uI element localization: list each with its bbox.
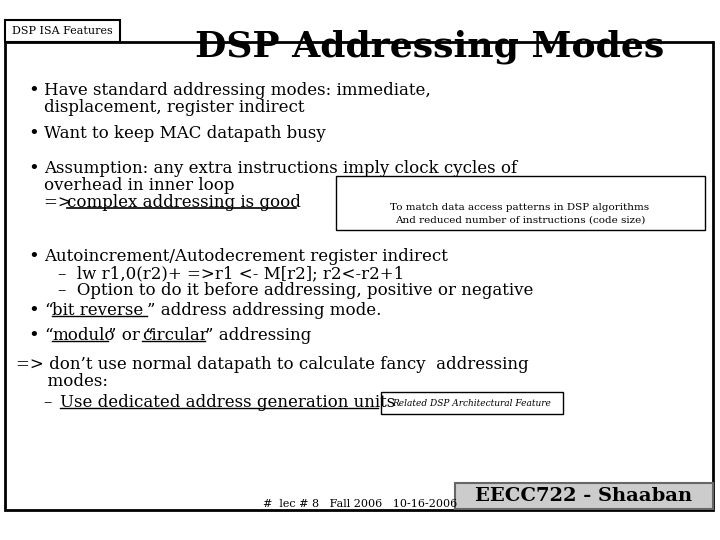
- Text: “: “: [44, 327, 53, 344]
- FancyBboxPatch shape: [455, 483, 713, 509]
- Text: DSP Addressing Modes: DSP Addressing Modes: [195, 30, 665, 64]
- Text: displacement, register indirect: displacement, register indirect: [44, 99, 305, 116]
- Text: bit reverse: bit reverse: [52, 302, 143, 319]
- Text: “: “: [44, 302, 53, 319]
- Text: •: •: [28, 82, 39, 100]
- Text: Want to keep MAC datapath busy: Want to keep MAC datapath busy: [44, 125, 325, 142]
- Text: •: •: [28, 327, 39, 345]
- Text: Assumption: any extra instructions imply clock cycles of: Assumption: any extra instructions imply…: [44, 160, 517, 177]
- Text: EECC722 - Shaaban: EECC722 - Shaaban: [475, 487, 693, 505]
- FancyBboxPatch shape: [381, 392, 563, 414]
- Text: overhead in inner loop: overhead in inner loop: [44, 177, 235, 194]
- Text: #  lec # 8   Fall 2006   10-16-2006: # lec # 8 Fall 2006 10-16-2006: [263, 499, 457, 509]
- Text: •: •: [28, 248, 39, 266]
- Text: modes:: modes:: [16, 373, 108, 390]
- Text: –: –: [44, 394, 63, 411]
- Text: Autoincrement/Autodecrement register indirect: Autoincrement/Autodecrement register ind…: [44, 248, 448, 265]
- Text: Have standard addressing modes: immediate,: Have standard addressing modes: immediat…: [44, 82, 431, 99]
- Text: => don’t use normal datapath to calculate fancy  addressing: => don’t use normal datapath to calculat…: [16, 356, 528, 373]
- FancyBboxPatch shape: [5, 42, 713, 510]
- Text: •: •: [28, 125, 39, 143]
- FancyBboxPatch shape: [5, 20, 120, 42]
- Text: •: •: [28, 160, 39, 178]
- Text: –  Option to do it before addressing, positive or negative: – Option to do it before addressing, pos…: [58, 282, 534, 299]
- Text: Use dedicated address generation units: Use dedicated address generation units: [60, 394, 395, 411]
- Text: complex addressing is good: complex addressing is good: [67, 194, 301, 211]
- Text: And reduced number of instructions (code size): And reduced number of instructions (code…: [395, 216, 645, 225]
- Text: ” addressing: ” addressing: [205, 327, 311, 344]
- Text: To match data access patterns in DSP algorithms: To match data access patterns in DSP alg…: [390, 203, 649, 212]
- FancyBboxPatch shape: [336, 176, 705, 230]
- Text: Related DSP Architectural Feature: Related DSP Architectural Feature: [392, 399, 552, 408]
- Text: ” address addressing mode.: ” address addressing mode.: [147, 302, 382, 319]
- Text: circular: circular: [142, 327, 208, 344]
- Text: •: •: [28, 302, 39, 320]
- Text: –  lw r1,0(r2)+ =>r1 <- M[r2]; r2<-r2+1: – lw r1,0(r2)+ =>r1 <- M[r2]; r2<-r2+1: [58, 265, 404, 282]
- Text: modulo: modulo: [52, 327, 114, 344]
- Text: =>: =>: [44, 194, 77, 211]
- Text: DSP ISA Features: DSP ISA Features: [12, 26, 112, 36]
- Text: ” or “: ” or “: [108, 327, 154, 344]
